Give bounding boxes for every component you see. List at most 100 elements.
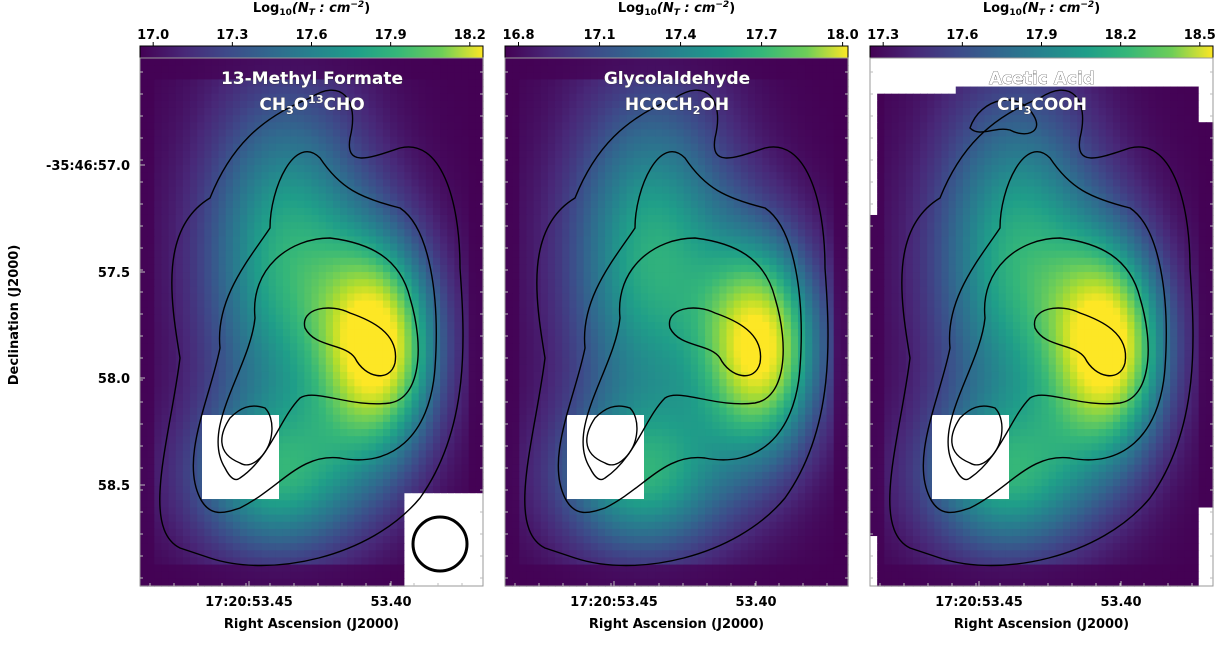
heatmap-cell <box>182 229 191 237</box>
heatmap-cell <box>432 400 441 409</box>
heatmap-cell <box>218 107 227 116</box>
heatmap-cell <box>719 200 728 209</box>
heatmap-cell <box>175 379 184 387</box>
heatmap-cell <box>597 243 606 252</box>
heatmap-cell <box>562 172 570 180</box>
heatmap-cell <box>440 464 448 473</box>
heatmap-cell <box>290 564 298 573</box>
heatmap-cell <box>190 179 198 188</box>
heatmap-cell <box>175 93 184 102</box>
heatmap-cell <box>475 107 484 116</box>
heatmap-cell <box>154 179 163 188</box>
heatmap-cell <box>519 79 528 88</box>
heatmap-cell <box>690 236 699 245</box>
heatmap-cell <box>304 457 313 466</box>
heatmap-cell <box>140 200 148 209</box>
heatmap-cell <box>240 150 248 159</box>
heatmap-cell <box>297 243 305 252</box>
heatmap-cell <box>740 100 749 109</box>
heatmap-cell <box>432 222 441 230</box>
heatmap-cell <box>175 521 184 530</box>
heatmap-cell <box>304 507 313 516</box>
heatmap-cell <box>404 186 413 195</box>
heatmap-cell <box>332 336 341 345</box>
heatmap-cell <box>447 471 456 480</box>
heatmap-cell <box>190 436 198 444</box>
heatmap-cell <box>182 250 191 259</box>
heatmap-cell <box>719 207 728 216</box>
heatmap-cell <box>461 478 470 487</box>
heatmap-cell <box>418 343 427 352</box>
heatmap-cell <box>225 93 234 102</box>
heatmap-cell <box>332 464 341 473</box>
heatmap-cell <box>447 493 456 501</box>
heatmap-cell <box>833 172 842 180</box>
heatmap-cell <box>254 243 263 252</box>
heatmap-cell <box>562 72 570 81</box>
heatmap-cell <box>655 214 663 223</box>
heatmap-cell <box>605 214 613 223</box>
heatmap-cell <box>282 322 291 330</box>
heatmap-cell <box>432 500 441 509</box>
heatmap-cell <box>275 578 284 587</box>
heatmap-cell <box>819 150 828 159</box>
heatmap-cell <box>218 65 227 73</box>
heatmap-cell <box>154 329 163 337</box>
heatmap-cell <box>204 86 213 95</box>
heatmap-cell <box>182 314 191 323</box>
heatmap-cell <box>797 236 806 245</box>
heatmap-cell <box>418 364 427 373</box>
heatmap-cell <box>304 464 313 473</box>
heatmap-cell <box>154 578 163 587</box>
heatmap-cell <box>240 107 248 116</box>
heatmap-cell <box>755 65 763 73</box>
heatmap-cell <box>340 222 348 230</box>
heatmap-cell <box>569 100 578 109</box>
heatmap-cell <box>318 79 327 88</box>
heatmap-cell <box>211 571 220 580</box>
heatmap-cell <box>769 172 778 180</box>
heatmap-cell <box>640 122 649 130</box>
heatmap-cell <box>783 150 792 159</box>
heatmap-cell <box>290 115 298 123</box>
heatmap-cell <box>318 350 327 359</box>
heatmap-cell <box>304 257 313 266</box>
heatmap-cell <box>769 65 778 73</box>
heatmap-cell <box>375 571 384 580</box>
heatmap-cell <box>154 86 163 95</box>
heatmap-cell <box>819 179 828 188</box>
heatmap-cell <box>475 450 484 459</box>
heatmap-cell <box>382 429 391 437</box>
heatmap-cell <box>154 122 163 130</box>
heatmap-cell <box>790 214 799 223</box>
heatmap-cell <box>769 129 778 138</box>
heatmap-cell <box>790 222 799 230</box>
heatmap-cell <box>311 314 320 323</box>
heatmap-cell <box>519 222 528 230</box>
heatmap-cell <box>447 222 456 230</box>
heatmap-cell <box>569 207 578 216</box>
heatmap-cell <box>576 172 585 180</box>
heatmap-cell <box>311 272 320 280</box>
heatmap-cell <box>454 272 463 280</box>
heatmap-cell <box>361 507 370 516</box>
heatmap-cell <box>240 214 248 223</box>
heatmap-cell <box>325 450 334 459</box>
heatmap-cell <box>261 279 270 287</box>
heatmap-cell <box>261 193 270 202</box>
heatmap-cell <box>368 443 377 452</box>
heatmap-cell <box>354 243 363 252</box>
heatmap-cell <box>425 307 434 316</box>
heatmap-cell <box>411 343 420 352</box>
heatmap-cell <box>325 100 334 109</box>
heatmap-cell <box>432 72 441 81</box>
heatmap-cell <box>733 129 742 138</box>
heatmap-cell <box>475 293 484 302</box>
heatmap-cell <box>390 93 398 102</box>
heatmap-cell <box>740 58 749 66</box>
heatmap-cell <box>175 236 184 245</box>
heatmap-cell <box>347 379 355 387</box>
heatmap-cell <box>354 122 363 130</box>
heatmap-cell <box>797 136 806 145</box>
heatmap-cell <box>512 129 520 138</box>
